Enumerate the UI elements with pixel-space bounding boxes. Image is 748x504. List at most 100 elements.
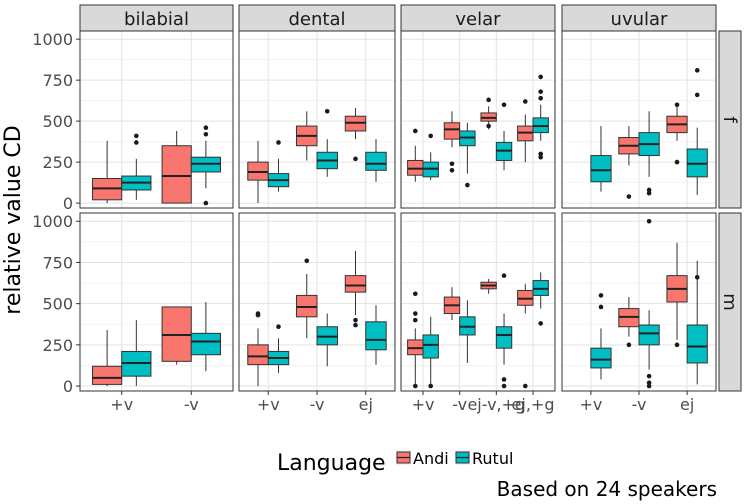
x-tick-label: -v [632, 395, 647, 414]
y-tick-label: 250 [42, 153, 73, 172]
outlier-point [413, 311, 418, 316]
outlier-point [449, 161, 455, 167]
box-iqr [590, 347, 612, 369]
box-ej-Andi [344, 250, 367, 328]
box-ej-Rutul [686, 68, 708, 195]
outlier-point [646, 383, 652, 389]
box--v-Andi [618, 297, 640, 348]
outlier-point [501, 377, 507, 382]
box--v-Rutul [190, 302, 221, 372]
box-ej-v,+g-Andi [480, 278, 497, 294]
legend-label-Andi: Andi [413, 449, 449, 468]
box-+v-Andi [92, 140, 123, 204]
outlier-point [538, 95, 543, 101]
outlier-point [413, 383, 418, 389]
x-tick-label: +v [110, 395, 133, 414]
box-+v-Andi [92, 330, 123, 387]
legend-item-Rutul: Rutul [455, 449, 513, 468]
outlier-point [276, 324, 281, 330]
facet-strip-m [718, 212, 742, 392]
outlier-point [255, 311, 261, 316]
outlier-point [646, 380, 652, 386]
outlier-point [674, 102, 680, 108]
box--v-Andi [618, 126, 640, 199]
outlier-point [626, 342, 632, 348]
y-tick-label: 0 [63, 377, 73, 396]
panel-f-bilabial [79, 30, 234, 209]
box-ej-Andi [666, 242, 688, 348]
box-ej-Andi [344, 108, 367, 162]
x-tick-label: +v [257, 395, 280, 414]
outlier-point [523, 383, 528, 389]
outlier-point [353, 322, 358, 328]
box-+v-Rutul [590, 293, 612, 380]
outlier-point [523, 99, 528, 104]
facet-strip-label-dental: dental [289, 9, 346, 30]
box-ej,+g-Rutul [532, 74, 549, 160]
panel-m-velar: +v -v ej-v,+gej,+g [400, 212, 556, 414]
outlier-point [465, 182, 470, 188]
outlier-point [538, 89, 543, 94]
y-tick-label: 1000 [32, 212, 73, 231]
outlier-point [353, 156, 358, 162]
outlier-point [428, 133, 434, 139]
box-+v-Andi [407, 291, 424, 389]
outlier-point [486, 97, 491, 103]
box-+v-Rutul [422, 133, 439, 181]
outlier-point [413, 291, 418, 297]
facet-strip-f [718, 30, 742, 209]
box--v-Andi [296, 111, 318, 161]
outlier-point [413, 128, 418, 134]
panel-background [80, 213, 233, 391]
box--v-Rutul [638, 218, 660, 389]
box-iqr [495, 326, 513, 349]
box-+v-Rutul [121, 320, 152, 387]
outlier-point [428, 383, 434, 389]
outlier-point [626, 194, 632, 199]
outlier-point [203, 131, 209, 137]
box-+v-Rutul [590, 126, 612, 192]
x-tick-label: -v [452, 395, 467, 414]
panel-border [400, 30, 556, 209]
outlier-point [203, 125, 209, 130]
y-axis-title: relative value CD [1, 125, 26, 314]
box--v-Andi [443, 287, 461, 321]
y-tick-label: 500 [42, 295, 73, 314]
facet-strip-label-uvular: uvular [611, 9, 669, 30]
outlier-point [598, 293, 604, 298]
box-+v-Rutul [422, 316, 439, 389]
box-+v-Rutul [267, 324, 290, 373]
box--v-Rutul [316, 313, 338, 367]
x-tick-label: ej-v,+g [467, 395, 525, 414]
box-iqr [422, 334, 439, 359]
outlier-point [304, 258, 310, 264]
panel-m-uvular: +v -v ej [561, 212, 717, 414]
outlier-point [694, 92, 700, 98]
box-ej-v,+g-Rutul [495, 102, 513, 171]
y-tick-label: 250 [42, 336, 73, 355]
box--v-Andi [443, 111, 461, 173]
panel-border [79, 30, 234, 209]
box-iqr [190, 332, 221, 356]
box-ej-Rutul [686, 260, 708, 385]
panel-border [400, 212, 556, 392]
box--v-Andi [296, 258, 318, 339]
box--v-Rutul [459, 300, 476, 363]
outlier-point [413, 317, 418, 323]
box-ej-Rutul [365, 305, 387, 365]
outlier-point [598, 304, 604, 310]
x-tick-label: -v [184, 395, 199, 414]
panel-m-bilabial: +v -v [79, 212, 234, 414]
box--v-Andi [161, 130, 192, 204]
box-+v-Andi [247, 140, 269, 204]
outlier-point [501, 102, 507, 108]
box-iqr [443, 122, 461, 140]
box-iqr [344, 275, 367, 293]
x-tick-label: +v [579, 395, 602, 414]
y-tick-label: 0 [63, 194, 73, 213]
outlier-point [449, 168, 455, 173]
box-ej-Rutul [365, 139, 387, 182]
facet-strip-label-f: f [719, 116, 740, 123]
